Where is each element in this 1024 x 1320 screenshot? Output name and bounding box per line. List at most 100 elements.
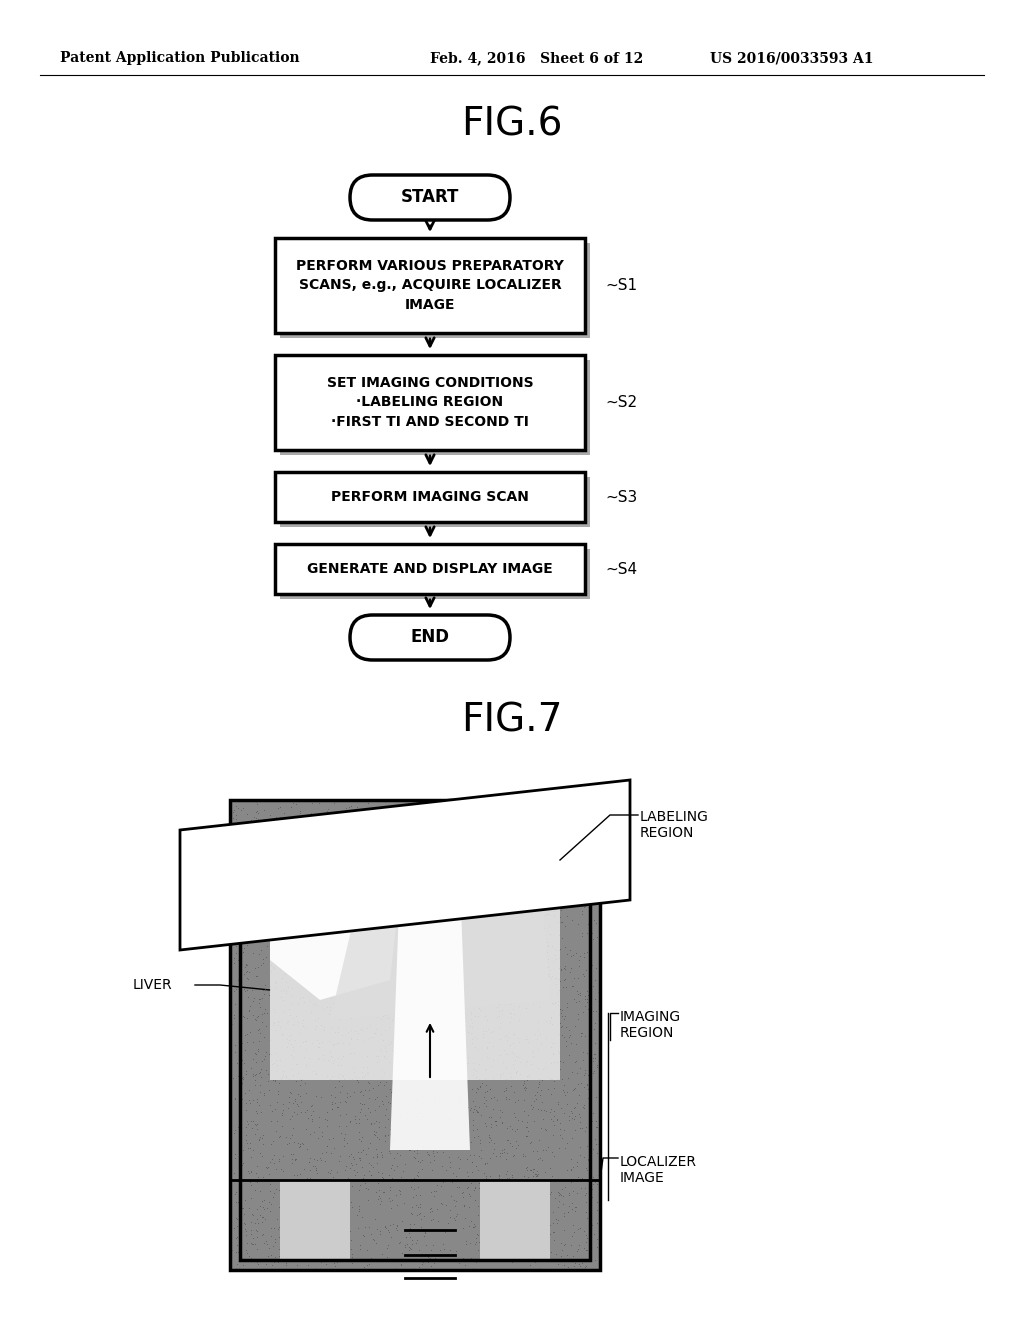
Point xyxy=(323,915,339,936)
Point xyxy=(544,1084,560,1105)
Point xyxy=(510,1222,526,1243)
Point xyxy=(420,1080,436,1101)
Point xyxy=(256,876,272,898)
Point xyxy=(457,975,473,997)
Point xyxy=(542,1184,558,1205)
Point xyxy=(269,1011,286,1032)
Point xyxy=(368,816,384,837)
Bar xyxy=(240,845,590,1261)
Point xyxy=(571,982,588,1003)
Point xyxy=(230,1077,247,1098)
Point xyxy=(382,876,398,898)
Point xyxy=(450,1093,466,1114)
Point xyxy=(536,973,552,994)
Point xyxy=(508,1061,524,1082)
Point xyxy=(267,1019,284,1040)
Point xyxy=(248,1101,264,1122)
Point xyxy=(457,1059,473,1080)
Point xyxy=(552,847,568,869)
Point xyxy=(299,1138,315,1159)
Point xyxy=(266,932,283,953)
Point xyxy=(285,1039,301,1060)
Point xyxy=(505,1023,521,1044)
Point xyxy=(404,833,421,854)
Point xyxy=(337,997,353,1018)
Point xyxy=(392,962,409,983)
Point xyxy=(300,1107,316,1129)
Point xyxy=(580,853,596,874)
Point xyxy=(400,807,417,828)
Point xyxy=(438,1107,455,1129)
Point xyxy=(321,1162,337,1183)
Point xyxy=(565,1080,582,1101)
Point xyxy=(372,994,388,1015)
Point xyxy=(554,999,570,1020)
Point xyxy=(546,1114,562,1135)
Point xyxy=(369,1126,385,1147)
Point xyxy=(516,1218,532,1239)
Point xyxy=(588,1117,604,1138)
Point xyxy=(537,1192,553,1213)
Point xyxy=(361,1015,378,1036)
Point xyxy=(274,1023,291,1044)
Point xyxy=(368,1181,384,1203)
Point xyxy=(553,808,569,829)
Point xyxy=(340,867,356,888)
Point xyxy=(466,975,482,997)
Point xyxy=(354,813,371,834)
Point xyxy=(387,1185,403,1206)
Point xyxy=(422,990,438,1011)
Point xyxy=(495,1063,511,1084)
Point xyxy=(470,1006,486,1027)
Point xyxy=(276,843,293,865)
Point xyxy=(531,997,548,1018)
Point xyxy=(397,1168,414,1189)
Point xyxy=(525,1043,542,1064)
Point xyxy=(368,1233,384,1254)
Point xyxy=(446,865,463,886)
Point xyxy=(326,995,342,1016)
Point xyxy=(441,1206,458,1228)
Point xyxy=(251,993,267,1014)
Point xyxy=(253,828,269,849)
Point xyxy=(377,1038,393,1059)
Point xyxy=(385,832,401,853)
Point xyxy=(389,1020,406,1041)
Point xyxy=(389,1195,406,1216)
Point xyxy=(326,1218,342,1239)
Point xyxy=(302,886,318,907)
Point xyxy=(428,803,444,824)
Point xyxy=(366,1113,382,1134)
Point xyxy=(427,1114,443,1135)
Point xyxy=(531,1068,548,1089)
Point xyxy=(226,1007,243,1028)
Point xyxy=(250,1040,266,1061)
Point xyxy=(541,1067,557,1088)
Point xyxy=(275,855,292,876)
Point xyxy=(477,895,494,916)
Point xyxy=(452,1148,468,1170)
Point xyxy=(323,1222,339,1243)
Point xyxy=(340,1210,356,1232)
Point xyxy=(504,1220,520,1241)
Point xyxy=(386,917,402,939)
Point xyxy=(310,1117,327,1138)
Point xyxy=(507,1212,523,1233)
Point xyxy=(224,924,241,945)
Point xyxy=(552,1184,568,1205)
Point xyxy=(589,1057,605,1078)
Point xyxy=(499,1187,515,1208)
Point xyxy=(531,1129,548,1150)
Point xyxy=(259,920,275,941)
Point xyxy=(528,1166,545,1187)
Point xyxy=(494,1101,510,1122)
Point xyxy=(529,1098,546,1119)
Point xyxy=(468,1251,484,1272)
Point xyxy=(358,906,375,927)
Point xyxy=(278,928,294,949)
Point xyxy=(573,1253,590,1274)
Point xyxy=(528,1082,545,1104)
Point xyxy=(335,1006,351,1027)
Point xyxy=(342,954,358,975)
Point xyxy=(321,879,337,900)
